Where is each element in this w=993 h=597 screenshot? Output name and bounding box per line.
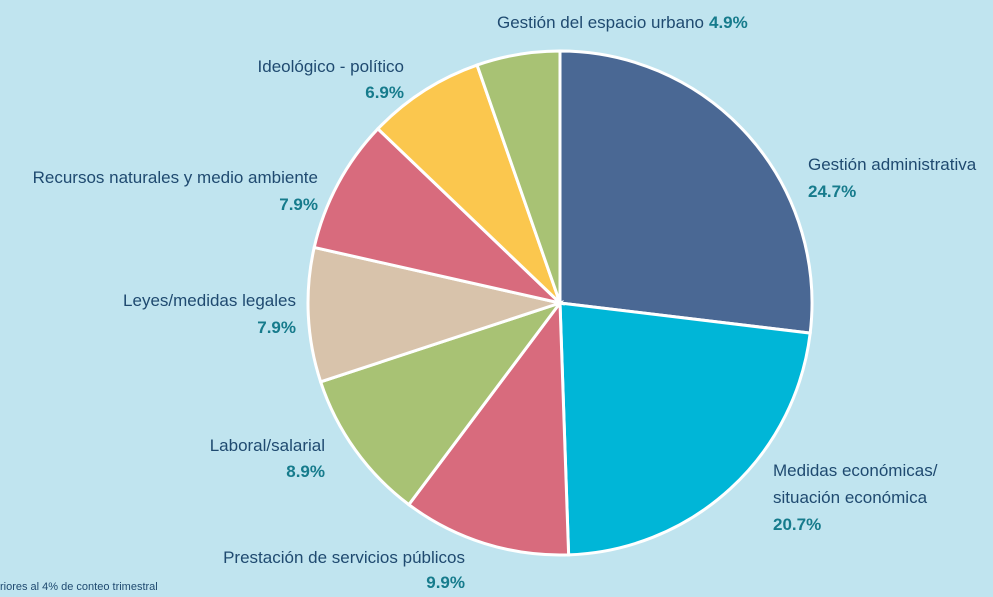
pie-slice <box>406 298 571 557</box>
slice-name: Leyes/medidas legales <box>123 291 296 310</box>
slice-name: Gestión administrativa <box>808 155 977 174</box>
pie-slice <box>558 301 812 557</box>
footnote: riores al 4% de conteo trimestral <box>0 581 158 592</box>
slice-value: 20.7% <box>773 515 821 534</box>
pie-slice <box>558 49 814 335</box>
pie-slice <box>306 245 566 384</box>
slice-name: Gestión del espacio urbano <box>497 13 704 32</box>
pie-slice <box>375 63 562 305</box>
slice-label: Gestión del espacio urbano 4.9% <box>497 13 748 32</box>
pie-slice <box>475 49 562 304</box>
slice-name: Laboral/salarial <box>210 436 325 455</box>
slice-name: Recursos naturales y medio ambiente <box>33 168 318 187</box>
slice-value: 24.7% <box>808 182 856 201</box>
slice-name: Medidas económicas/ <box>773 461 938 480</box>
slice-value: 8.9% <box>286 462 325 481</box>
slice-name: Ideológico - político <box>258 57 404 76</box>
pie-slice <box>312 126 565 306</box>
pie-slice <box>318 300 565 507</box>
slice-name: situación económica <box>773 488 928 507</box>
slice-value: 4.9% <box>709 13 748 32</box>
slice-value: 6.9% <box>365 83 404 102</box>
slice-name: Prestación de servicios públicos <box>223 548 465 567</box>
slice-value: 9.9% <box>426 573 465 592</box>
slice-value: 7.9% <box>279 195 318 214</box>
slice-value: 7.9% <box>257 318 296 337</box>
